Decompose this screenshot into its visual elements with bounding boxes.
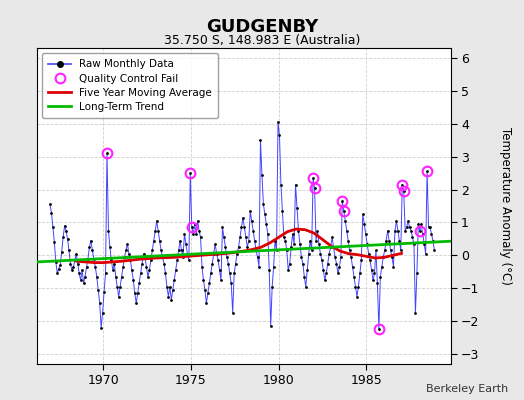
Text: GUDGENBY: GUDGENBY — [206, 18, 318, 36]
Y-axis label: Temperature Anomaly (°C): Temperature Anomaly (°C) — [499, 127, 512, 285]
Text: Berkeley Earth: Berkeley Earth — [426, 384, 508, 394]
Legend: Raw Monthly Data, Quality Control Fail, Five Year Moving Average, Long-Term Tren: Raw Monthly Data, Quality Control Fail, … — [42, 53, 219, 118]
Text: 35.750 S, 148.983 E (Australia): 35.750 S, 148.983 E (Australia) — [164, 34, 360, 47]
